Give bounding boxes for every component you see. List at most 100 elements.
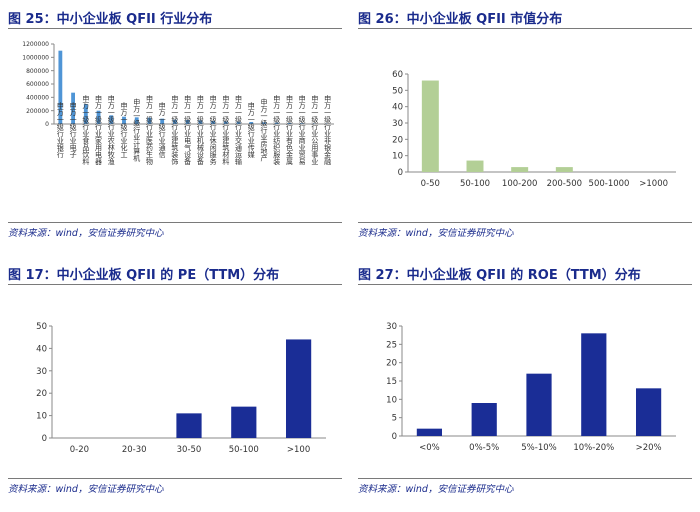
x-tick-label: 30-50 xyxy=(177,445,202,455)
y-tick-label: 20 xyxy=(36,389,47,399)
x-tick-label: 申万一级行业交通运输 xyxy=(235,94,243,166)
y-tick-label: 400000 xyxy=(26,94,49,101)
x-tick-label: 申万一级行业休闲服务 xyxy=(209,94,217,166)
y-tick-label: 800000 xyxy=(26,68,49,75)
bar xyxy=(421,80,439,172)
bar xyxy=(274,122,279,124)
bar xyxy=(58,50,63,124)
y-tick-label: 0 xyxy=(42,434,47,444)
x-tick-label: <0% xyxy=(419,443,440,453)
x-tick-label: 申万一级行业建筑装饰 xyxy=(171,94,179,166)
title-divider xyxy=(8,28,342,29)
x-tick-label: >20% xyxy=(636,443,662,453)
chart-panel-marketcap: 图 26：中小企业板 QFII 市值分布 60 50 40 30 20 10 0 0-50 50… xyxy=(358,8,692,248)
x-tick-label: 0-20 xyxy=(70,445,89,455)
roe-chart: 30 25 20 15 10 5 0 <0% 0%-5% 5%-10% 10%-20% >20% xyxy=(386,322,676,453)
bar xyxy=(416,428,443,436)
x-tick-label: 申万一级行业机械设备 xyxy=(196,94,204,166)
bar xyxy=(96,110,101,124)
x-tick-label: 申万一级行业房地产 xyxy=(260,98,268,163)
y-tick-label: 30 xyxy=(36,367,47,377)
x-tick-label: 申万一级行业农林牧渔 xyxy=(107,94,115,166)
bar xyxy=(160,118,165,124)
bar xyxy=(198,120,203,124)
y-tick-label: 30 xyxy=(392,119,403,129)
y-tick-label: 20 xyxy=(386,359,397,369)
y-tick-label: 10 xyxy=(36,412,47,422)
chart-panel-pe: 图 17：中小企业板 QFII 的 PE（TTM）分布 50 40 30 20 10 0 0… xyxy=(8,264,342,504)
y-tick-label: 20 xyxy=(392,135,403,145)
x-tick-label: 5%-10% xyxy=(521,443,556,453)
x-tick-label: 100-200 xyxy=(502,179,538,189)
x-tick-label: 20-30 xyxy=(122,445,147,455)
y-tick-label: 30 xyxy=(386,322,397,332)
bar xyxy=(581,333,607,436)
x-tick-label: 申万一级行业电气设备 xyxy=(184,94,192,166)
x-tick-label: 申万一级行业化工 xyxy=(120,101,128,158)
chart-title: 图 27：中小企业板 QFII 的 ROE（TTM）分布 xyxy=(358,268,641,283)
x-tick-label: 申万一级行业商业贸易 xyxy=(298,94,306,166)
source-divider xyxy=(8,478,342,479)
y-tick-label: 40 xyxy=(36,344,47,354)
y-tick-label: 5 xyxy=(392,414,397,424)
x-tick-label: 10%-20% xyxy=(573,443,614,453)
chart-title: 图 17：中小企业板 QFII 的 PE（TTM）分布 xyxy=(8,268,280,283)
y-tick-label: 600000 xyxy=(26,81,49,88)
x-tick-label: 申万一级行业家用电器 xyxy=(95,94,103,166)
bar xyxy=(249,122,254,124)
bar xyxy=(635,388,662,436)
bar xyxy=(134,117,139,124)
bar xyxy=(211,121,215,124)
x-tick-label: 50-100 xyxy=(460,179,490,189)
source-divider xyxy=(8,222,342,223)
bar xyxy=(231,406,257,438)
x-tick-label: 500-1000 xyxy=(589,179,630,189)
x-tick-label: 申万一级行业建筑材料 xyxy=(222,94,230,166)
chart-source: 资料来源：wind，安信证券研究中心 xyxy=(8,228,164,239)
bar xyxy=(511,167,529,172)
bar xyxy=(173,119,177,124)
x-tick-label: >1000 xyxy=(639,179,668,189)
x-tick-label: 申万一级行业非银金融 xyxy=(324,94,332,166)
y-tick-label: 0 xyxy=(392,432,397,442)
y-tick-label: 25 xyxy=(386,340,397,350)
x-tick-label: 申万一级行业公用事业 xyxy=(311,94,319,165)
bar xyxy=(236,121,241,124)
bar xyxy=(147,117,152,124)
y-tick-label: 10 xyxy=(386,395,397,405)
source-divider xyxy=(358,222,692,223)
title-divider xyxy=(358,28,692,29)
chart-source: 资料来源：wind，安信证券研究中心 xyxy=(358,484,514,495)
x-tick-label: 申万一级行业食品饮料 xyxy=(82,94,90,166)
bar xyxy=(300,123,305,124)
y-tick-label: 1000000 xyxy=(22,54,49,61)
bar xyxy=(526,373,552,436)
y-tick-label: 60 xyxy=(392,70,403,80)
x-tick-label: 申万一级行业纺织服装 xyxy=(273,94,281,166)
chart-panel-roe: 图 27：中小企业板 QFII 的 ROE（TTM）分布 30 25 20 15 10 5… xyxy=(358,264,692,504)
y-tick-label: 10 xyxy=(392,152,403,162)
bar xyxy=(287,123,292,124)
chart-title: 图 26：中小企业板 QFII 市值分布 xyxy=(358,12,563,27)
y-tick-label: 40 xyxy=(392,103,403,113)
bar xyxy=(176,413,202,438)
source-divider xyxy=(358,478,692,479)
x-tick-label: 申万一级行业有色金属 xyxy=(285,94,293,166)
x-tick-label: 申万一级行业传媒 xyxy=(247,101,255,159)
chart-title: 图 25：中小企业板 QFII 行业分布 xyxy=(8,12,213,27)
x-tick-label: 申万一级行业医药生物 xyxy=(145,94,153,166)
x-tick-label: 0-50 xyxy=(421,179,440,189)
y-tick-label: 1200000 xyxy=(22,41,49,48)
bar xyxy=(109,115,114,124)
x-tick-label: 0%-5% xyxy=(469,443,499,453)
x-tick-label: 申万一级行业电子 xyxy=(69,101,77,158)
x-tick-label: 申万一级行业通信 xyxy=(158,101,166,159)
x-tick-label: >100 xyxy=(287,445,310,455)
bar xyxy=(122,116,126,124)
x-tick-label: 申万一级行业计算机 xyxy=(133,98,141,163)
chart-source: 资料来源：wind，安信证券研究中心 xyxy=(358,228,514,239)
y-tick-label: 50 xyxy=(36,322,47,332)
pe-chart: 50 40 30 20 10 0 0-20 20-30 30-50 50-100 >100 xyxy=(36,322,326,455)
x-tick-label: 申万一级行业银行 xyxy=(56,101,64,159)
